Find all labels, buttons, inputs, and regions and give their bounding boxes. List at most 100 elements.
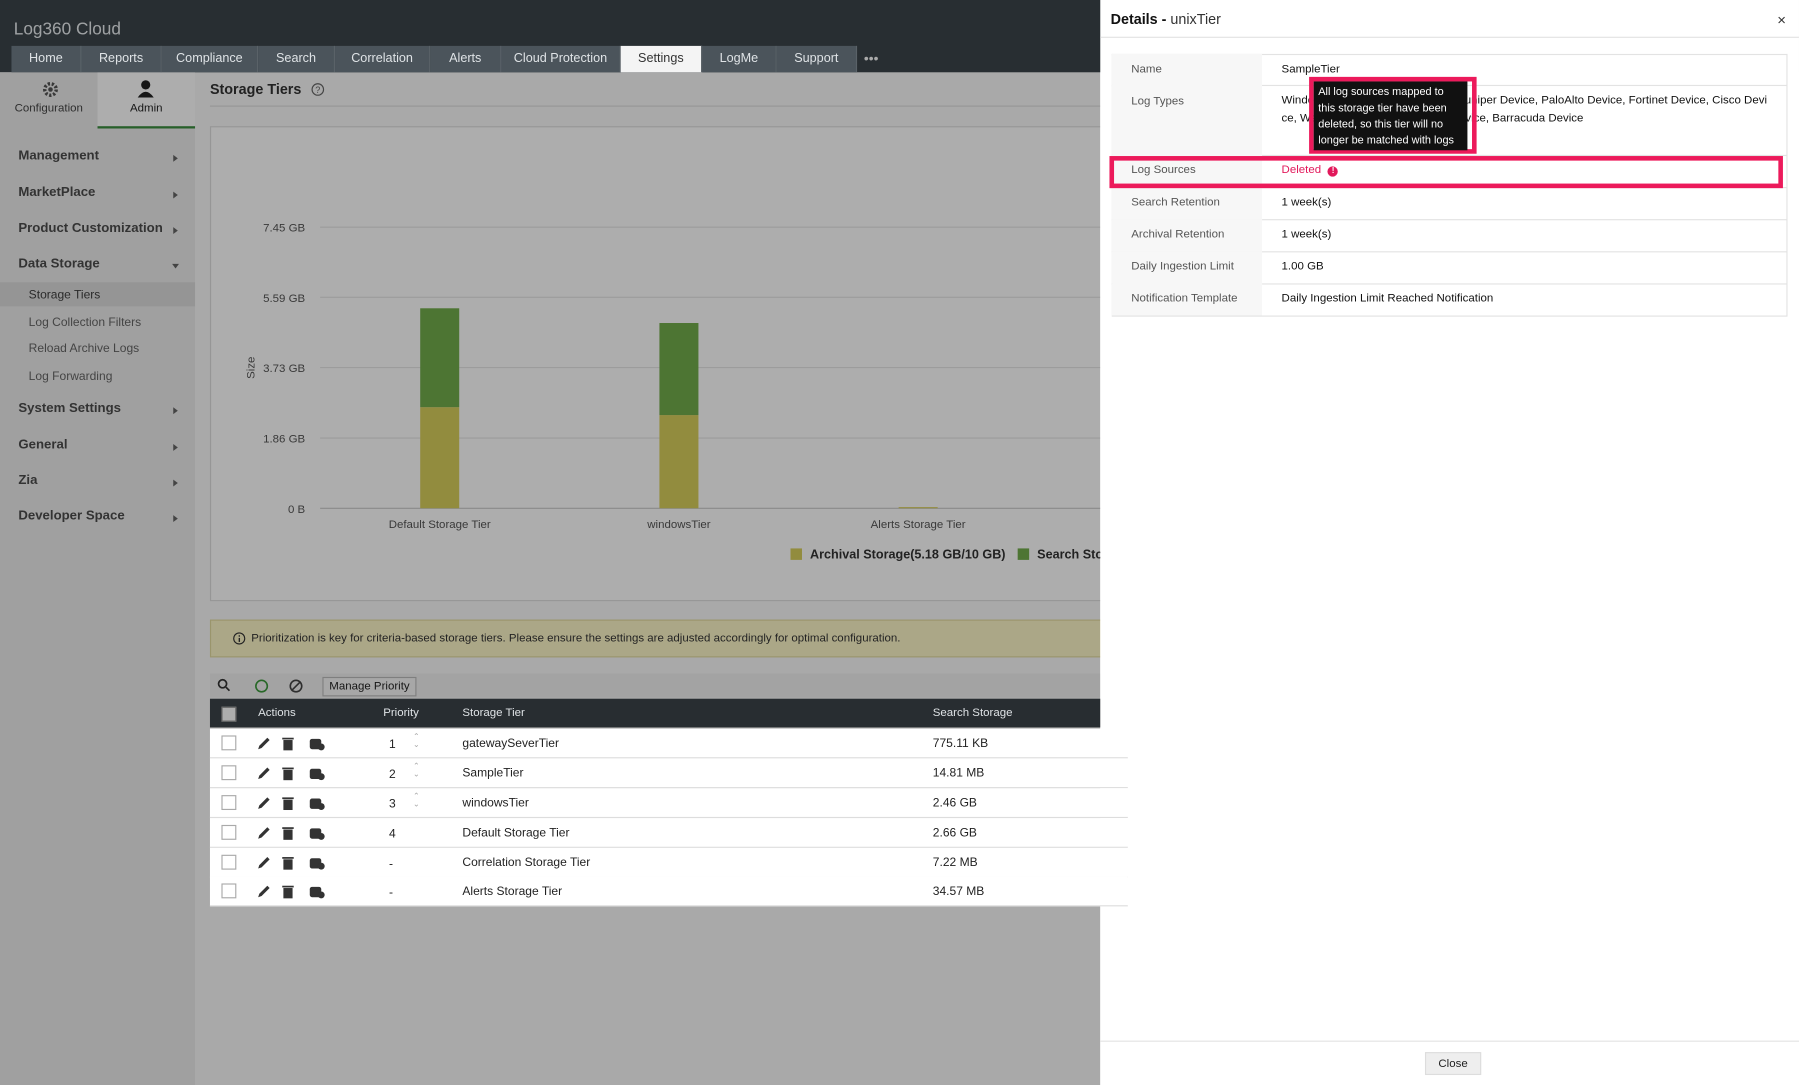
field-value: 1 week(s) — [1281, 228, 1332, 241]
select-all-checkbox[interactable] — [221, 706, 237, 722]
x-tick-label: Alerts Storage Tier — [871, 519, 966, 531]
storage-tier[interactable]: SampleTier — [462, 766, 524, 781]
search-storage: 2.46 GB — [932, 796, 977, 811]
storage-tier[interactable]: Correlation Storage Tier — [462, 855, 591, 870]
tooltip-highlight — [1309, 76, 1477, 154]
menu-item[interactable]: MarketPlace — [18, 185, 96, 200]
field-label-bg: Log Types — [1111, 84, 1263, 155]
configuration-tab[interactable]: Configuration — [14, 102, 83, 115]
menu-arrow — [172, 263, 179, 269]
nav-tab[interactable]: Home — [11, 45, 82, 73]
menu-item[interactable]: Management — [18, 149, 100, 163]
row-actions[interactable] — [255, 765, 335, 781]
nav-tab[interactable]: Compliance — [161, 45, 259, 73]
menu-item[interactable]: Developer Space — [18, 509, 125, 524]
field-label: Name — [1131, 63, 1162, 76]
submenu-item[interactable]: Reload Archive Logs — [28, 341, 140, 356]
field-label: Search Retention — [1131, 196, 1220, 209]
submenu-item[interactable]: Storage Tiers — [28, 287, 101, 302]
storage-tier[interactable]: gatewaySeverTier — [462, 736, 560, 751]
legend-label: Archival Storage(5.18 GB/10 GB) — [810, 548, 1006, 562]
nav-tab[interactable]: Settings — [620, 45, 703, 73]
help-icon[interactable]: ? — [311, 83, 325, 97]
row-checkbox[interactable] — [221, 795, 237, 811]
row-actions[interactable] — [255, 883, 335, 899]
storage-tier[interactable]: windowsTier — [462, 796, 529, 811]
row-checkbox[interactable] — [221, 883, 237, 899]
menu-item[interactable]: Zia — [18, 473, 38, 488]
table-row — [209, 847, 1128, 878]
notice-bar — [209, 619, 1131, 658]
more-tabs[interactable]: ••• — [863, 50, 879, 67]
row-actions[interactable] — [255, 795, 335, 811]
field-label-bg: Notification Template — [1111, 283, 1263, 316]
sidebar — [0, 72, 196, 1085]
title-name: unixTier — [1170, 11, 1221, 28]
menu-arrow — [173, 227, 178, 235]
row-actions[interactable] — [255, 855, 335, 871]
column-header[interactable]: Actions — [258, 706, 296, 720]
x-tick-label: Default Storage Tier — [389, 519, 491, 531]
column-header[interactable]: Storage Tier — [462, 706, 525, 720]
menu-arrow — [173, 444, 178, 451]
field-label-bg: Name — [1111, 53, 1263, 85]
manage-priority-button[interactable]: Manage Priority — [322, 676, 417, 697]
storage-tier[interactable]: Default Storage Tier — [462, 826, 570, 840]
modal-overlay[interactable] — [0, 0, 1101, 1085]
row-checkbox[interactable] — [221, 824, 237, 840]
field-label-bg: Search Retention — [1111, 187, 1263, 220]
bar — [659, 415, 699, 509]
priority: 1 — [388, 737, 396, 752]
priority-spinner: ⌃ ⌄ — [413, 762, 420, 780]
tooltip: All log sources mapped to this storage t… — [1313, 81, 1468, 151]
nav-tab[interactable]: Alerts — [430, 45, 502, 73]
field-value: 1 week(s) — [1281, 196, 1332, 209]
detail-row: Daily Ingestion Limit 1.00 GB — [1111, 251, 1788, 285]
nav-tab[interactable]: LogMe — [702, 45, 777, 73]
table-row — [209, 876, 1128, 907]
submenu-item[interactable]: Log Forwarding — [28, 369, 113, 384]
legend-label: Search Sto — [1037, 548, 1103, 562]
highlight-box — [1109, 156, 1783, 189]
submenu-item[interactable]: Log Collection Filters — [28, 315, 142, 330]
field-value: Deleted! — [1282, 162, 1339, 180]
menu-item[interactable]: General — [18, 438, 68, 453]
menu-item[interactable]: Product Customization — [18, 221, 163, 236]
row-checkbox[interactable] — [221, 735, 237, 751]
table-row — [209, 728, 1128, 759]
priority: 3 — [388, 797, 396, 812]
nav-tab[interactable]: Reports — [81, 45, 162, 73]
row-checkbox[interactable] — [221, 765, 237, 781]
column-header[interactable]: Search Storage — [932, 706, 1013, 720]
row-checkbox[interactable] — [221, 854, 237, 870]
logo[interactable]: Log360 Cloud — [13, 19, 121, 40]
nav-tab[interactable]: Cloud Protection — [501, 45, 621, 73]
title-prefix: Details - — [1110, 11, 1167, 28]
row-actions[interactable] — [255, 825, 335, 841]
menu-item[interactable]: System Settings — [18, 401, 122, 416]
storage-tier[interactable]: Alerts Storage Tier — [462, 884, 563, 899]
column-header[interactable]: Priority — [383, 706, 419, 720]
menu-item[interactable]: Data Storage — [18, 256, 100, 271]
admin-label[interactable]: Admin — [130, 102, 163, 115]
close-button[interactable]: Close — [1424, 1052, 1482, 1076]
field-label: Archival Retention — [1131, 228, 1225, 241]
row-actions[interactable] — [255, 735, 335, 751]
nav-tab[interactable]: Search — [258, 45, 336, 73]
nav-tab[interactable]: Correlation — [335, 45, 431, 73]
detail-row: Notification Template Daily Ingestion Lim… — [1111, 283, 1788, 317]
info-icon — [233, 632, 246, 645]
y-tick-label: 5.59 GB — [263, 293, 305, 305]
table-header — [209, 698, 1128, 728]
table-row — [209, 788, 1128, 819]
close-x[interactable]: × — [1777, 11, 1786, 29]
divider — [209, 105, 1128, 107]
svg-text:?: ? — [315, 85, 320, 95]
toolbar-icons[interactable] — [217, 678, 309, 694]
legend-swatch — [1017, 548, 1030, 560]
nav-tab[interactable]: Support — [776, 45, 858, 73]
footer-divider — [1100, 1040, 1799, 1042]
x-tick-label: windowsTier — [646, 519, 710, 531]
